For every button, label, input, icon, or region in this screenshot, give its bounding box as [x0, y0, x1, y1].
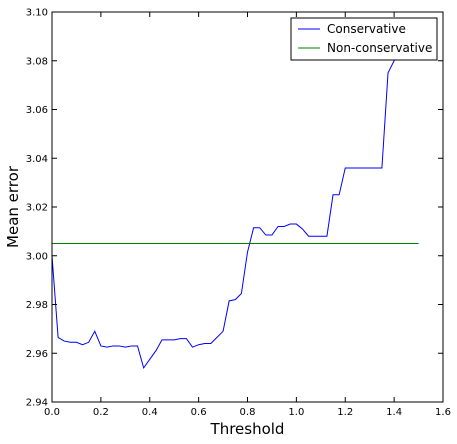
legend-label-conservative: Conservative: [327, 22, 406, 36]
x-tick-label: 0.0: [44, 407, 60, 418]
x-tick-label: 0.6: [191, 407, 207, 418]
legend: Conservative Non-conservative: [290, 17, 438, 61]
legend-box: [290, 17, 438, 61]
y-tick-label: 3.00: [26, 251, 48, 262]
x-tick-label: 1.2: [337, 407, 353, 418]
axis-ticks: 0.0 0.2 0.4 0.6 0.8 1.0 1.2 1.4 1.6 2.94 2.96 2.98 3…: [26, 8, 451, 419]
x-tick-label: 0.4: [142, 407, 158, 418]
x-tick-label: 1.6: [435, 407, 451, 418]
series-line-conservative: [52, 55, 399, 370]
legend-label-non-conservative: Non-conservative: [327, 41, 432, 55]
x-tick-label: 1.0: [288, 407, 304, 418]
y-tick-label: 2.94: [26, 398, 48, 409]
y-tick-label: 3.06: [26, 105, 48, 116]
y-tick-label: 3.04: [26, 154, 48, 165]
x-axis-title: Threshold: [210, 420, 285, 438]
x-tick-label: 0.8: [240, 407, 256, 418]
y-axis-title: Mean error: [4, 165, 22, 248]
x-tick-label: 0.2: [93, 407, 109, 418]
y-tick-label: 3.02: [26, 203, 48, 214]
y-tick-label: 2.98: [26, 300, 48, 311]
y-tick-label: 3.08: [26, 56, 48, 67]
plot-area: [52, 55, 419, 370]
plot-frame: [51, 11, 444, 403]
x-tick-label: 1.4: [386, 407, 402, 418]
y-tick-label: 2.96: [26, 349, 48, 360]
y-tick-label: 3.10: [26, 8, 48, 19]
